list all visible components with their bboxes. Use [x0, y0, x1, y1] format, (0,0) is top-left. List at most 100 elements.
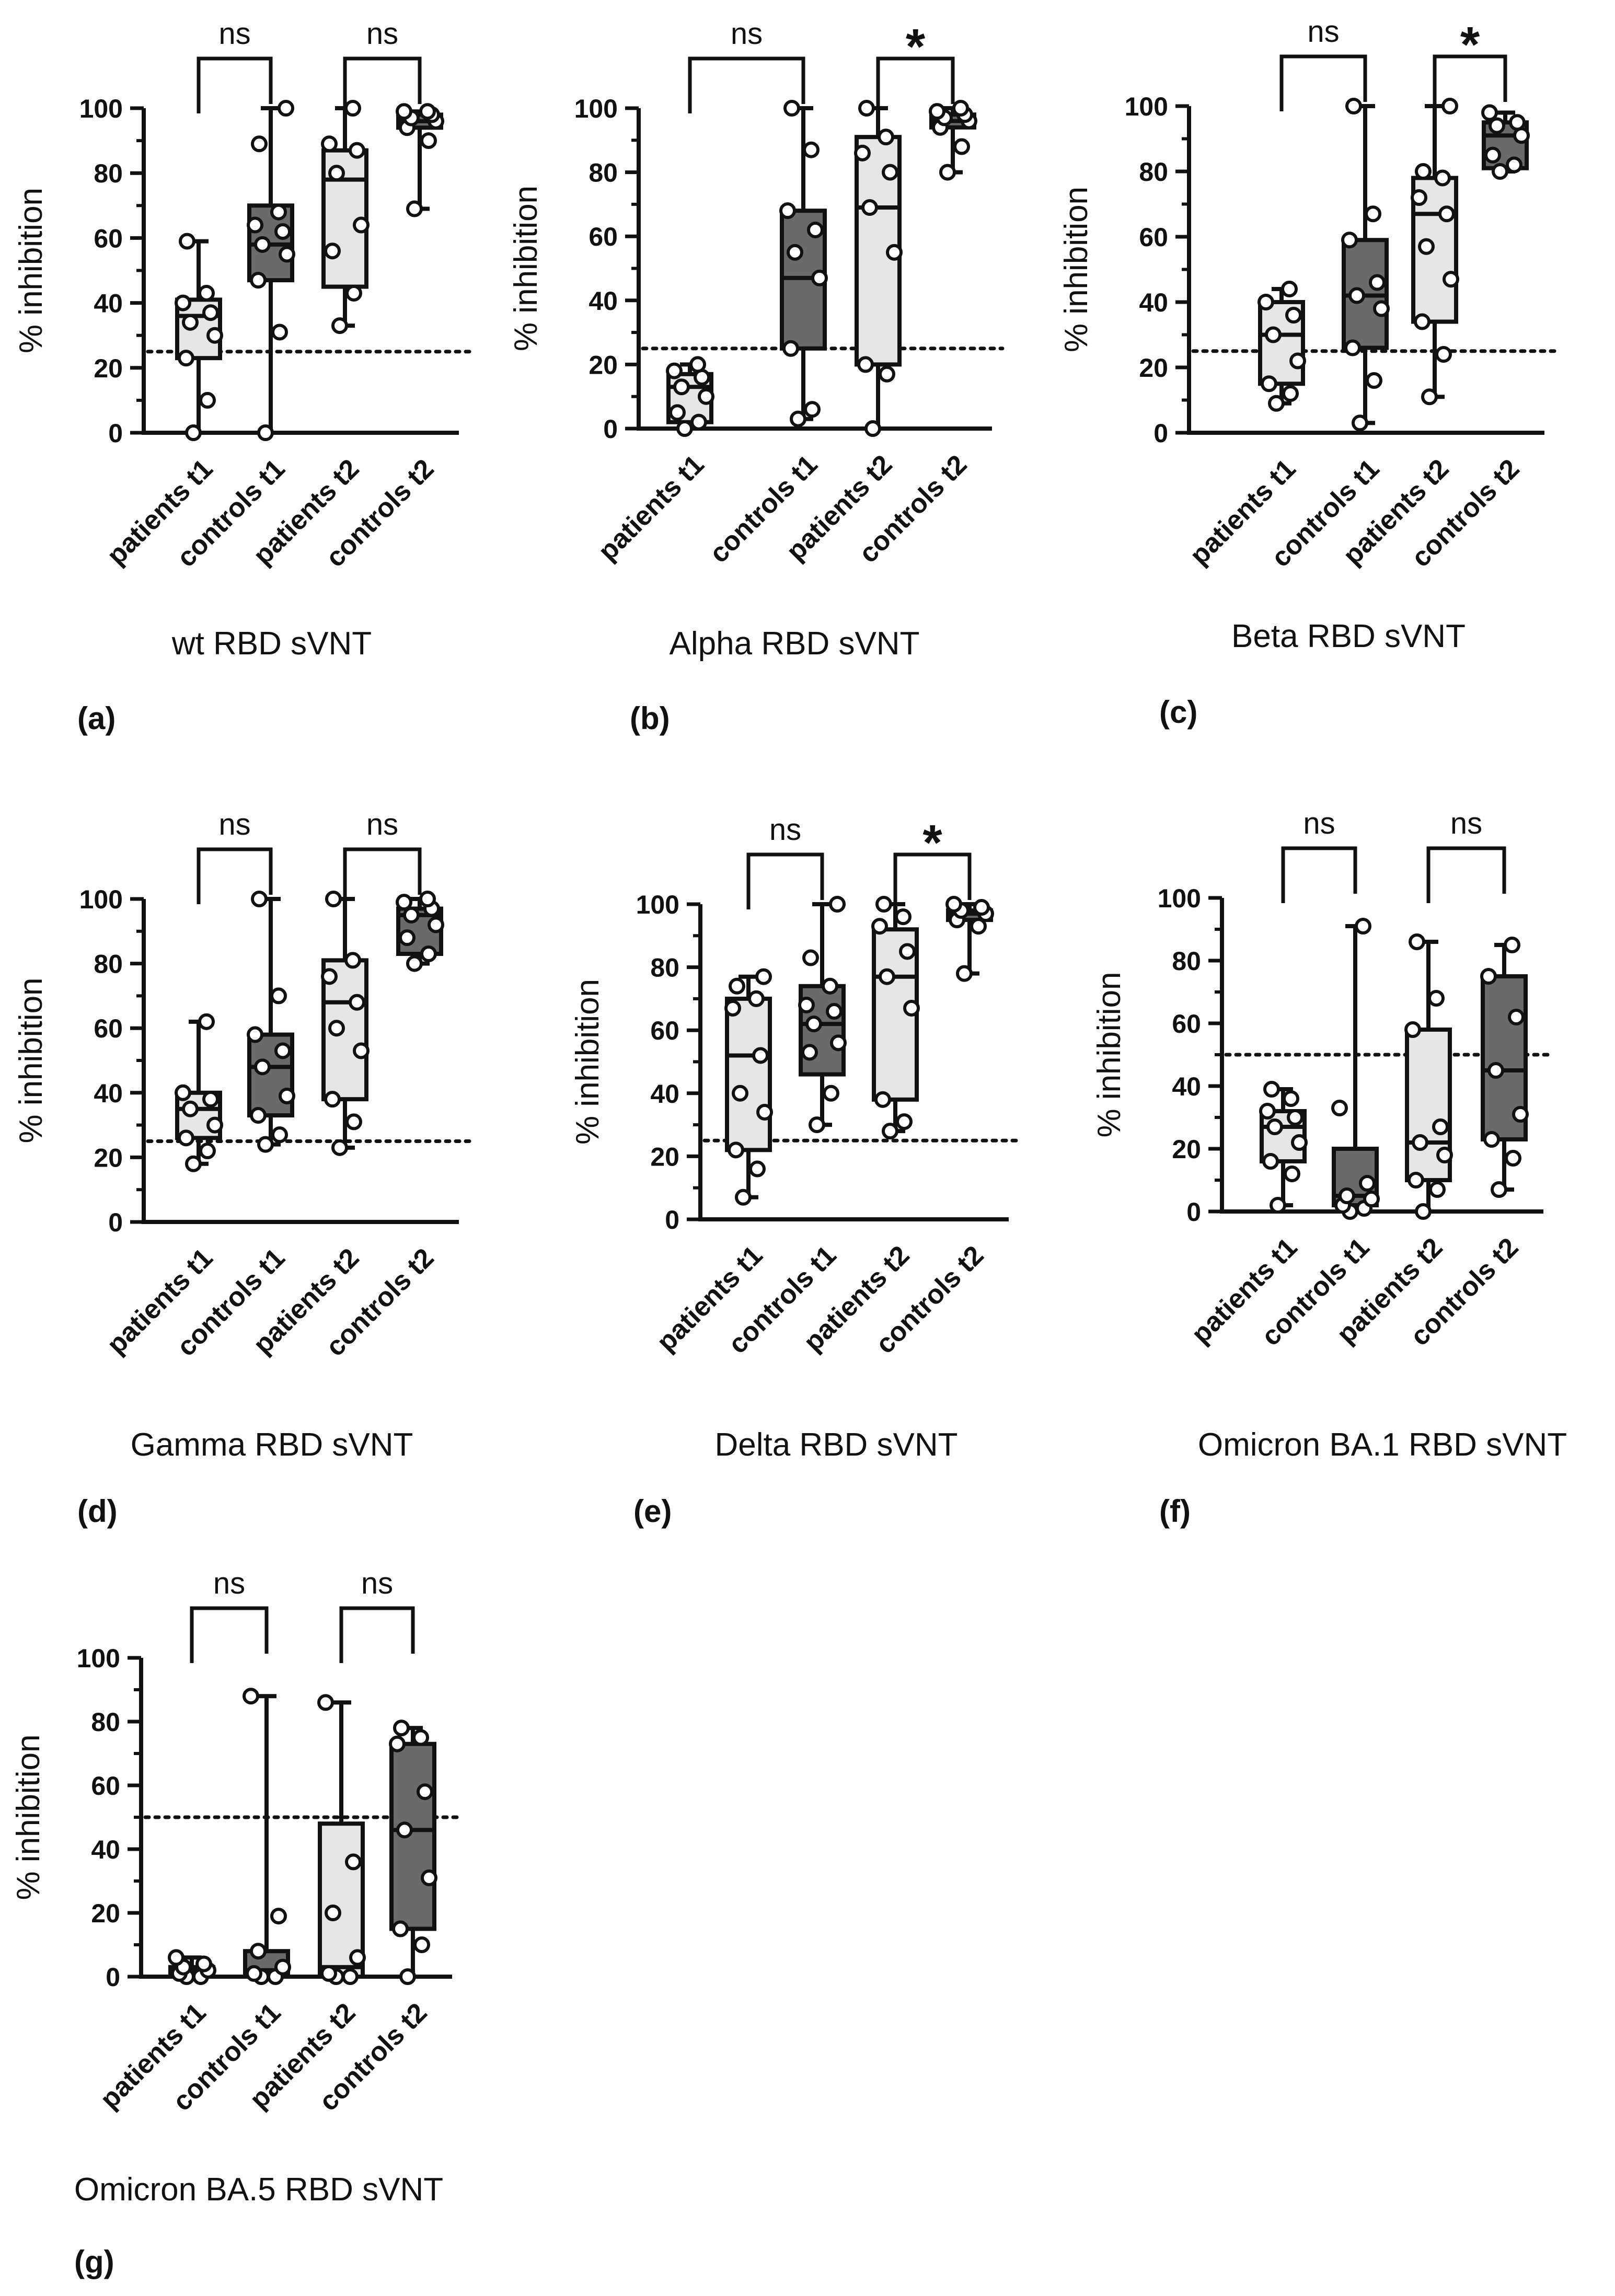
data-point — [830, 1034, 847, 1052]
data-point — [417, 1783, 433, 1801]
y-tick-label: 100 — [636, 890, 679, 919]
box-controls-t2 — [396, 103, 444, 217]
panel-title: wt RBD sVNT — [171, 626, 372, 662]
box-patients-t2 — [1404, 933, 1453, 1220]
panel-label: (f) — [1159, 1494, 1191, 1529]
data-point — [324, 243, 341, 260]
data-point — [198, 284, 215, 302]
data-point — [419, 103, 436, 120]
y-tick-label: 0 — [1186, 1197, 1201, 1227]
y-tick-label: 20 — [94, 354, 123, 383]
data-point — [271, 1126, 288, 1144]
data-point — [1438, 205, 1455, 223]
data-point — [879, 968, 895, 985]
data-point — [406, 955, 423, 972]
data-point — [344, 100, 361, 117]
y-tick-label: 80 — [94, 159, 123, 188]
data-point — [325, 891, 342, 907]
data-point — [324, 1091, 341, 1108]
data-point — [185, 424, 202, 441]
y-tick-label: 80 — [1172, 947, 1201, 976]
data-point — [257, 1136, 274, 1153]
data-point — [1414, 313, 1431, 330]
y-tick-label: 60 — [94, 224, 123, 253]
data-point — [321, 968, 338, 985]
y-axis-label: % inhibition — [1058, 187, 1094, 352]
data-point — [1291, 1134, 1308, 1151]
data-point — [804, 401, 821, 418]
data-point — [331, 1139, 348, 1156]
y-tick-label: 40 — [650, 1079, 679, 1109]
data-point — [826, 1003, 843, 1020]
data-point — [801, 1044, 818, 1061]
data-point — [420, 945, 437, 963]
data-point — [903, 999, 920, 1017]
data-point — [271, 324, 288, 341]
data-point — [953, 138, 970, 155]
data-point — [1409, 933, 1425, 950]
box-controls-t2 — [945, 896, 994, 982]
data-point — [1262, 1153, 1279, 1170]
data-point — [1369, 274, 1386, 291]
data-point — [420, 132, 437, 149]
data-point — [199, 391, 216, 409]
data-point — [1352, 414, 1368, 432]
significance-label: ns — [1307, 15, 1339, 49]
data-point — [1331, 1100, 1348, 1116]
data-point — [1484, 146, 1501, 164]
data-point — [787, 244, 803, 261]
data-point — [353, 1042, 370, 1059]
significance-label: ns — [366, 807, 398, 841]
y-tick-label: 20 — [94, 1143, 123, 1172]
data-point — [1415, 163, 1432, 180]
data-point — [202, 1091, 219, 1108]
panel-label: (e) — [633, 1494, 672, 1529]
data-point — [945, 896, 962, 913]
data-point — [278, 100, 294, 117]
data-point — [399, 929, 416, 947]
y-tick-label: 40 — [94, 289, 123, 318]
data-point — [1339, 1187, 1355, 1204]
box-patients-t1 — [175, 233, 223, 441]
box-patients-t1 — [175, 1013, 223, 1172]
data-point — [822, 977, 838, 995]
box-controls-t2 — [1480, 937, 1529, 1198]
data-point — [178, 1129, 194, 1147]
data-point — [1512, 1106, 1529, 1123]
data-point — [206, 1116, 223, 1134]
data-point — [250, 1943, 267, 1960]
significance-label: ns — [213, 1566, 245, 1600]
panel-label: (d) — [77, 1494, 118, 1529]
box-patients-t1 — [1258, 281, 1306, 412]
data-point — [803, 141, 820, 158]
data-point — [1504, 937, 1520, 953]
data-point — [779, 202, 796, 220]
box-controls-t1 — [779, 100, 828, 428]
significance-bracket — [1426, 846, 1506, 903]
data-point — [178, 350, 194, 367]
panel-title: Delta RBD sVNT — [714, 1427, 958, 1463]
data-point — [279, 246, 295, 263]
significance-label: ns — [769, 813, 801, 847]
y-tick-label: 0 — [108, 419, 123, 448]
data-point — [349, 1949, 366, 1966]
iqr-box — [725, 996, 772, 1152]
data-point — [185, 1155, 202, 1172]
data-point — [274, 223, 291, 240]
data-point — [1418, 238, 1435, 255]
y-tick-label: 20 — [589, 350, 618, 379]
data-point — [857, 356, 874, 373]
data-point — [1373, 300, 1390, 317]
data-point — [973, 899, 990, 916]
data-point — [698, 388, 714, 405]
data-point — [406, 200, 423, 217]
significance-label: * — [922, 815, 942, 871]
significance-bracket — [876, 56, 955, 113]
y-tick-label: 40 — [589, 286, 618, 316]
significance-bracket — [1433, 54, 1507, 111]
box-patients-t2 — [321, 100, 370, 334]
data-point — [413, 1936, 430, 1953]
data-point — [802, 949, 819, 966]
